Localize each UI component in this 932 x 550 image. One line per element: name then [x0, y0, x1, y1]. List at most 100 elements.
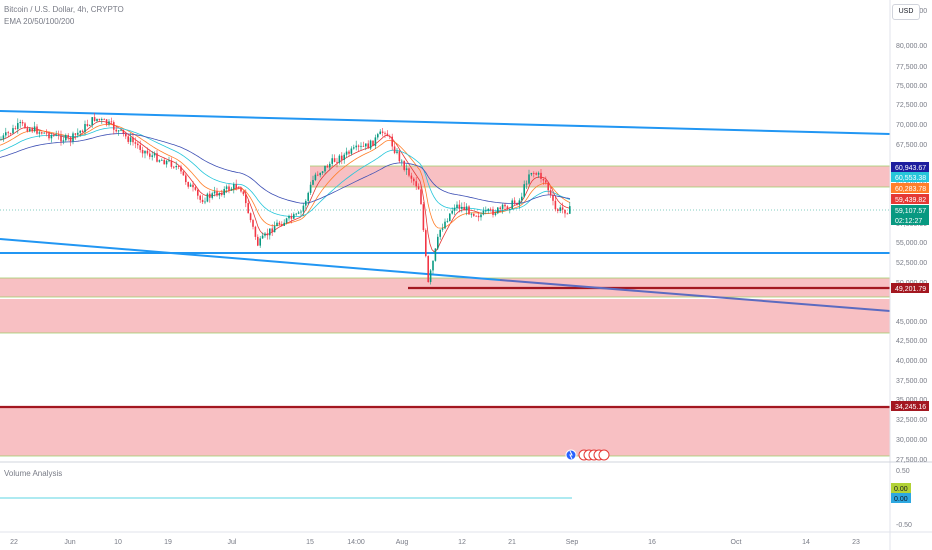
candle-body — [559, 207, 561, 211]
candle-body — [302, 205, 305, 212]
upper-trendline[interactable] — [0, 110, 891, 135]
candle-body — [362, 145, 365, 147]
lower-trendline-extension[interactable] — [499, 279, 891, 312]
candle-body — [139, 145, 141, 150]
events-icon[interactable] — [565, 449, 610, 461]
candle-body — [314, 174, 317, 181]
candle-body — [444, 221, 446, 229]
candles — [0, 112, 571, 285]
price-tick: 40,000.00 — [896, 358, 927, 365]
candle-body — [201, 199, 204, 203]
candle-body — [509, 208, 511, 210]
candle-body — [261, 235, 264, 239]
candle-body — [456, 204, 458, 208]
time-label: 21 — [508, 539, 516, 546]
candle-body — [533, 172, 535, 174]
candle-body — [288, 215, 290, 219]
volume-badge — [891, 493, 911, 503]
volume-axis[interactable]: 0.50 -0.50 — [896, 468, 912, 529]
candle-body — [336, 161, 338, 163]
candle-body — [89, 125, 91, 127]
candle-body — [177, 166, 180, 167]
candle-body — [477, 215, 480, 218]
candle-body — [165, 160, 168, 165]
time-label: 15 — [306, 539, 314, 546]
symbol-title[interactable]: Bitcoin / U.S. Dollar, 4h, CRYPTO — [4, 5, 124, 14]
candle-body — [194, 187, 197, 190]
price-tick: 32,500.00 — [896, 417, 927, 424]
price-badge — [891, 283, 929, 293]
candle-body — [345, 151, 348, 155]
candle-body — [67, 135, 69, 138]
currency-button[interactable]: USD — [892, 4, 920, 20]
candle-body — [405, 168, 408, 170]
candle-body — [192, 184, 194, 188]
candle-body — [374, 137, 377, 146]
candle-body — [264, 233, 266, 236]
time-axis[interactable]: 22 Jun 10 19 Jul 15 14:00 Aug 12 21 Sep 16 Oct 14 23 — [10, 539, 860, 546]
candle-body — [98, 118, 101, 120]
price-axis[interactable]: 82,500.0080,000.0077,500.0075,000.0072,5… — [896, 8, 927, 464]
candle-body — [213, 191, 216, 194]
candle-body — [463, 206, 465, 211]
candle-body — [535, 173, 537, 175]
candle-body — [43, 132, 45, 134]
candle-body — [9, 133, 12, 134]
indicator-title[interactable]: EMA 20/50/100/200 — [4, 17, 75, 26]
candle-body — [257, 236, 259, 246]
time-label: 12 — [458, 539, 466, 546]
price-tick: 45,000.00 — [896, 319, 927, 326]
time-label: 10 — [114, 539, 122, 546]
candle-body — [489, 208, 492, 210]
candle-body — [21, 122, 24, 124]
candle-body — [17, 123, 19, 129]
price-badge-label: 59,107.57 — [895, 208, 926, 215]
candle-body — [465, 206, 468, 211]
price-badge-label: 59,439.82 — [895, 197, 926, 204]
price-pane[interactable] — [0, 0, 890, 462]
candle-body — [398, 151, 401, 162]
candle-body — [547, 182, 549, 191]
candle-body — [446, 220, 449, 222]
candle-body — [365, 143, 367, 147]
candle-body — [338, 155, 341, 163]
price-tick: 27,500.00 — [896, 457, 927, 464]
price-badge — [891, 215, 929, 225]
volume-badge — [891, 483, 911, 493]
price-tick: 72,500.00 — [896, 102, 927, 109]
candle-body — [389, 136, 391, 137]
price-tick: 75,000.00 — [896, 83, 927, 90]
volume-badge-label: 0.00 — [894, 486, 908, 493]
candle-body — [96, 118, 98, 121]
candle-body — [317, 174, 319, 176]
price-badge — [891, 205, 929, 215]
candle-body — [45, 132, 48, 134]
candle-body — [48, 133, 50, 139]
candle-body — [281, 224, 283, 226]
candle-body — [372, 140, 374, 146]
volume-badge-label: 0.00 — [894, 496, 908, 503]
candle-body — [211, 193, 213, 198]
candle-body — [480, 214, 482, 218]
candle-body — [333, 158, 336, 162]
candle-body — [468, 206, 470, 215]
candle-body — [492, 209, 494, 215]
volume-panel-title[interactable]: Volume Analysis — [4, 469, 63, 478]
candle-body — [396, 151, 398, 153]
candle-body — [240, 188, 242, 192]
candle-body — [156, 153, 158, 162]
candle-body — [542, 179, 545, 181]
candle-body — [173, 166, 175, 168]
candle-body — [55, 134, 57, 136]
chart-legend: Bitcoin / U.S. Dollar, 4h, CRYPTO EMA 20… — [4, 4, 124, 28]
candle-body — [393, 146, 396, 153]
candle-body — [278, 222, 281, 225]
candle-body — [72, 133, 74, 142]
candle-body — [225, 186, 228, 190]
candle-body — [369, 140, 372, 149]
candle-body — [206, 193, 209, 202]
lower-trendline[interactable] — [0, 238, 501, 281]
candle-body — [38, 132, 41, 134]
candle-body — [530, 172, 533, 175]
